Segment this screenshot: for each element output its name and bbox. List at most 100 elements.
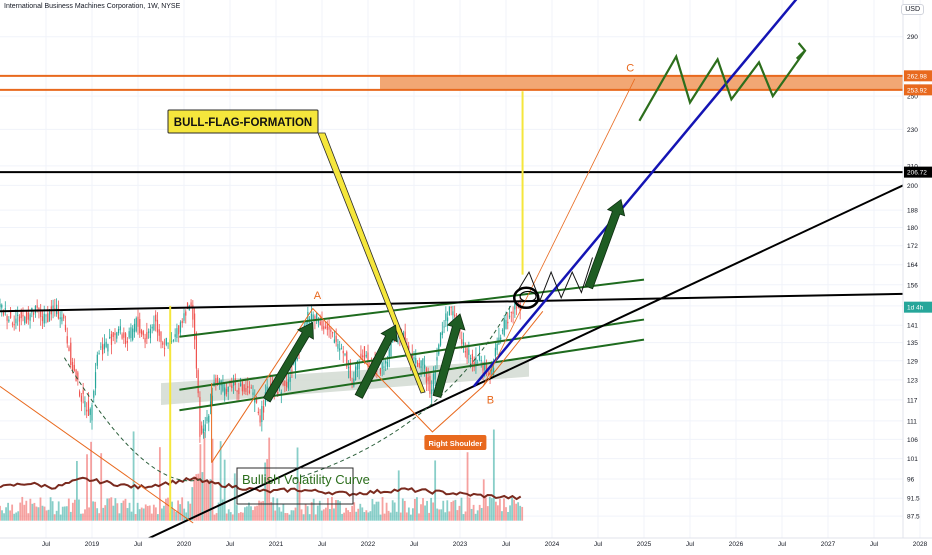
badge-resistance-bottom[interactable]: 253.92 — [904, 84, 932, 96]
volume-bar — [318, 500, 321, 521]
blue-target-trendline[interactable] — [472, 0, 837, 388]
volume-bar — [343, 512, 345, 521]
candle — [208, 415, 210, 423]
candle — [404, 331, 406, 345]
candle — [103, 343, 105, 350]
candle — [386, 362, 389, 367]
volume-bar — [112, 505, 115, 521]
x-axis[interactable]: Jul 2019 Jul 2020 Jul 2021 Jul 2022 Jul 2023 Jul 20… — [42, 541, 928, 548]
candle — [201, 425, 203, 434]
volume-bar — [401, 498, 404, 521]
badge-horizontal-level[interactable]: 206.72 — [904, 166, 932, 178]
x-tick-label: 2025 — [637, 541, 652, 548]
volume-bar — [47, 509, 50, 521]
candle — [248, 390, 251, 394]
candle — [102, 344, 104, 355]
volume-bar — [422, 498, 424, 521]
dashed-arc-left[interactable] — [63, 357, 203, 482]
volume-bar — [333, 508, 335, 521]
right-shoulder-label[interactable]: Right Shoulder — [424, 435, 487, 450]
volume-bar — [65, 506, 68, 521]
volume-bar — [195, 474, 198, 521]
candle — [340, 348, 343, 350]
impulse-arrow-4[interactable] — [584, 198, 626, 290]
candle — [358, 361, 360, 370]
volume-bar — [519, 505, 522, 521]
breakout-circle-inner[interactable] — [519, 290, 537, 303]
candle — [424, 364, 426, 369]
volume-bar — [430, 497, 433, 521]
candle — [452, 311, 454, 316]
long-term-uptrend-line[interactable] — [120, 184, 903, 550]
bull-flag-pointer[interactable] — [317, 132, 426, 394]
candle — [194, 313, 196, 340]
neckline-resistance[interactable] — [0, 292, 903, 313]
orange-projection-to-c[interactable] — [482, 78, 636, 387]
flag-channel-top[interactable] — [179, 278, 645, 338]
volume-bar — [128, 502, 131, 521]
y-tick-label: 141 — [907, 323, 918, 330]
x-tick-label: Jul — [870, 541, 879, 548]
volume-bar — [167, 497, 169, 521]
candle — [416, 362, 419, 367]
candle — [314, 316, 316, 321]
currency-label[interactable]: USD — [901, 4, 924, 15]
flag-channel-bottom[interactable] — [179, 338, 645, 412]
volume-bar — [3, 513, 5, 521]
projected-zigzag-head[interactable] — [795, 42, 807, 60]
volume-bar — [363, 512, 366, 521]
breakout-wave-sketch[interactable] — [514, 257, 593, 302]
candle — [15, 318, 17, 324]
candle — [324, 326, 327, 328]
volume-bar — [197, 473, 200, 521]
volume-bar — [88, 507, 90, 521]
candle — [438, 344, 440, 355]
volume-bar — [460, 497, 463, 521]
resistance-zone[interactable] — [380, 75, 903, 90]
orange-decline-left[interactable] — [0, 385, 194, 524]
badge-current-bar[interactable]: 1d 4h — [904, 301, 932, 313]
impulse-arrow-1[interactable] — [262, 321, 314, 403]
impulse-arrow-3[interactable] — [432, 313, 466, 398]
volume-bar — [27, 513, 30, 521]
dashed-arc-right[interactable] — [294, 305, 512, 480]
plot-area[interactable]: BULL-FLAG-FORMATION A B C Right Shoulder Bull… — [0, 0, 903, 550]
impulse-arrow-2[interactable] — [354, 324, 398, 399]
bull-flag-label[interactable]: BULL-FLAG-FORMATION — [167, 109, 319, 134]
volume-bar — [474, 513, 477, 521]
bullish-volatility-label[interactable]: Bullish Volatility Curve — [236, 467, 370, 505]
candle — [408, 345, 410, 351]
badge-resistance-top[interactable]: 262.98 — [904, 70, 932, 82]
x-tick-label: 2024 — [545, 541, 560, 548]
volume-bar — [7, 502, 9, 521]
volume-bar — [138, 509, 141, 521]
volume-bar — [82, 513, 84, 521]
x-tick-label: Jul — [134, 541, 143, 548]
candle — [158, 329, 160, 336]
candle — [448, 306, 450, 316]
volume-bar — [78, 499, 80, 521]
candle — [6, 316, 8, 321]
flag-channel-middle[interactable] — [179, 318, 645, 391]
candle — [77, 372, 79, 380]
x-tick-label: 2019 — [85, 541, 100, 548]
candle — [18, 316, 21, 322]
candle — [445, 313, 447, 321]
abc-wave-path[interactable] — [211, 307, 544, 463]
volume-bar — [428, 512, 430, 521]
breakout-circle[interactable] — [512, 286, 540, 310]
volume-bar — [177, 500, 180, 521]
candle — [330, 329, 332, 332]
candle — [356, 360, 358, 370]
volume-bar — [300, 509, 303, 521]
candle — [305, 321, 307, 325]
volume-bar — [124, 498, 127, 521]
volume-bar — [411, 508, 414, 521]
candle — [431, 389, 433, 395]
projected-zigzag[interactable] — [638, 50, 806, 122]
candle — [236, 390, 238, 392]
y-tick-label: 135 — [907, 340, 918, 347]
volume-bar — [254, 506, 256, 521]
